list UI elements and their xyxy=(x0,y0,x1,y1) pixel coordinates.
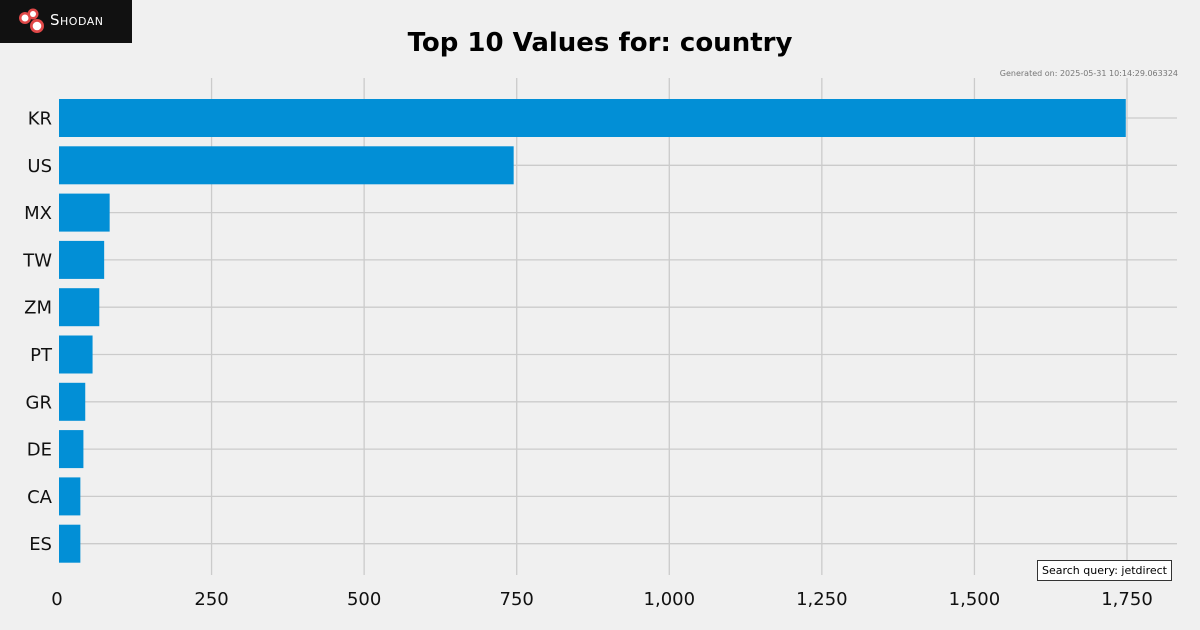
bar xyxy=(59,382,86,421)
bar xyxy=(59,477,81,516)
label-layer: 0 250 500 750 1,000 1,250 1,500 1,750 KR US MX TW ZM… xyxy=(22,109,1153,611)
x-tick-label: 750 xyxy=(500,589,534,610)
shodan-logo: Shodan xyxy=(0,0,132,43)
x-tick-label: 1,500 xyxy=(949,589,1001,610)
y-tick-label: US xyxy=(27,156,52,177)
y-tick-label: DE xyxy=(27,440,52,461)
y-tick-label: GR xyxy=(26,392,52,413)
chart-title: Top 10 Values for: country xyxy=(407,28,793,58)
search-query-box: Search query: jetdirect xyxy=(1036,560,1172,581)
x-tick-label: 0 xyxy=(51,589,62,610)
bar xyxy=(59,524,81,563)
x-tick-label: 250 xyxy=(194,589,228,610)
bar xyxy=(59,193,110,232)
x-tick-label: 1,000 xyxy=(644,589,696,610)
y-tick-label: ES xyxy=(29,534,52,555)
x-tick-label: 500 xyxy=(347,589,381,610)
x-tick-label: 1,250 xyxy=(796,589,848,610)
bar xyxy=(59,288,100,327)
bar xyxy=(59,240,105,279)
y-tick-label: PT xyxy=(30,345,53,366)
bar xyxy=(59,146,514,185)
generated-timestamp: Generated on: 2025-05-31 10:14:29.063324 xyxy=(999,69,1178,78)
y-tick-label: ZM xyxy=(24,298,52,319)
y-tick-label: TW xyxy=(22,250,52,271)
y-tick-label: KR xyxy=(28,109,52,130)
shodan-logo-text: Shodan xyxy=(50,11,104,29)
shodan-logo-icon xyxy=(19,8,44,33)
x-tick-label: 1,750 xyxy=(1101,589,1153,610)
bar xyxy=(59,99,1126,137)
y-tick-label: CA xyxy=(27,487,53,508)
bar-layer xyxy=(59,99,1126,563)
bar xyxy=(59,335,93,374)
y-tick-label: MX xyxy=(24,203,52,224)
bar xyxy=(59,430,84,469)
